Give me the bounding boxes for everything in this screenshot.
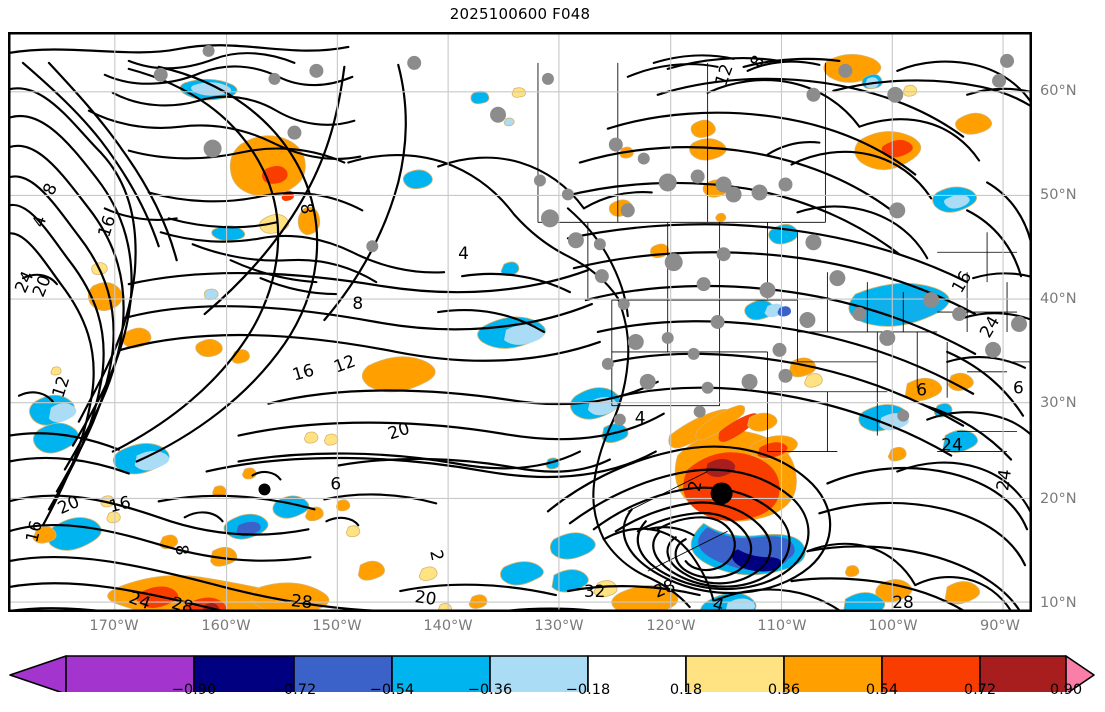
svg-text:24: 24 (992, 468, 1015, 492)
svg-text:8: 8 (172, 544, 193, 557)
svg-text:6: 6 (916, 380, 927, 400)
cb-label-0.36: 0.36 (767, 682, 801, 698)
cb-extend-high (1065, 655, 1095, 692)
cb-seg-10 (979, 655, 1067, 692)
cb-seg-1 (65, 655, 195, 692)
graticule (9, 33, 1031, 611)
lon-tick-100w: 100°W (868, 618, 918, 634)
cb-label-0.90: 0.90 (1049, 682, 1083, 698)
colorbar-graphics (9, 655, 1095, 692)
lon-tick-150w: 150°W (312, 618, 362, 634)
colorbar: −0.90 −0.72 −0.54 −0.36 −0.18 0.18 0.36 … (0, 652, 1105, 712)
lon-tick-140w: 140°W (423, 618, 473, 634)
svg-text:6: 6 (330, 473, 341, 493)
svg-text:28: 28 (290, 590, 314, 611)
page-title: 2025100600 F048 (449, 5, 591, 23)
lat-tick-60n: 60°N (1040, 83, 1077, 99)
map-graphics: 8 4 16 24 20 8 4 8 16 12 12 8 16 24 6 6 (9, 33, 1031, 611)
station-markers (153, 44, 1028, 426)
svg-text:24: 24 (941, 435, 963, 455)
cb-seg-2 (193, 655, 295, 692)
lon-tick-110w: 110°W (757, 618, 807, 634)
svg-text:2: 2 (426, 548, 448, 563)
svg-text:32: 32 (584, 581, 606, 601)
coastlines (17, 52, 1031, 611)
svg-text:4: 4 (458, 243, 469, 263)
cb-label-0.54: 0.54 (865, 682, 899, 698)
colorbar-segments (9, 655, 1095, 692)
lat-tick-30n: 30°N (1040, 395, 1077, 411)
lon-tick-160w: 160°W (201, 618, 251, 634)
cb-extend-low (9, 655, 67, 692)
lon-tick-170w: 170°W (89, 618, 139, 634)
lat-tick-20n: 20°N (1040, 491, 1077, 507)
svg-text:6: 6 (1013, 378, 1024, 398)
lat-tick-10n: 10°N (1040, 595, 1077, 611)
lat-tick-40n: 40°N (1040, 291, 1077, 307)
svg-text:8: 8 (352, 293, 363, 313)
cb-seg-7 (685, 655, 785, 692)
lon-tick-90w: 90°W (979, 618, 1021, 634)
cb-label-0.72: 0.72 (963, 682, 997, 698)
secondary-low-marker (258, 483, 271, 496)
cb-seg-3 (293, 655, 393, 692)
cb-label--0.90: −0.90 (171, 682, 217, 698)
svg-text:20: 20 (414, 586, 438, 609)
cb-label--0.54: −0.54 (369, 682, 415, 698)
cb-label-0.18: 0.18 (669, 682, 703, 698)
cb-seg-5 (489, 655, 589, 692)
map-plot-area: 8 4 16 24 20 8 4 8 16 12 12 8 16 24 6 6 (8, 32, 1032, 612)
contour-lines (9, 44, 1031, 611)
cb-label--0.18: −0.18 (565, 682, 611, 698)
svg-text:2: 2 (684, 479, 706, 493)
lon-tick-120w: 120°W (646, 618, 696, 634)
svg-text:4: 4 (711, 594, 727, 611)
cb-seg-8 (783, 655, 883, 692)
svg-text:24: 24 (126, 587, 153, 611)
cb-label--0.36: −0.36 (467, 682, 513, 698)
svg-text:8: 8 (296, 202, 318, 216)
cb-label--0.72: −0.72 (271, 682, 317, 698)
svg-text:28: 28 (170, 592, 196, 611)
cb-seg-9 (881, 655, 981, 692)
svg-text:4: 4 (635, 408, 646, 428)
cb-seg-4 (391, 655, 491, 692)
lat-tick-50n: 50°N (1040, 187, 1077, 203)
lon-tick-130w: 130°W (534, 618, 584, 634)
cyclone-center-marker (710, 482, 733, 505)
svg-text:28: 28 (892, 592, 914, 611)
